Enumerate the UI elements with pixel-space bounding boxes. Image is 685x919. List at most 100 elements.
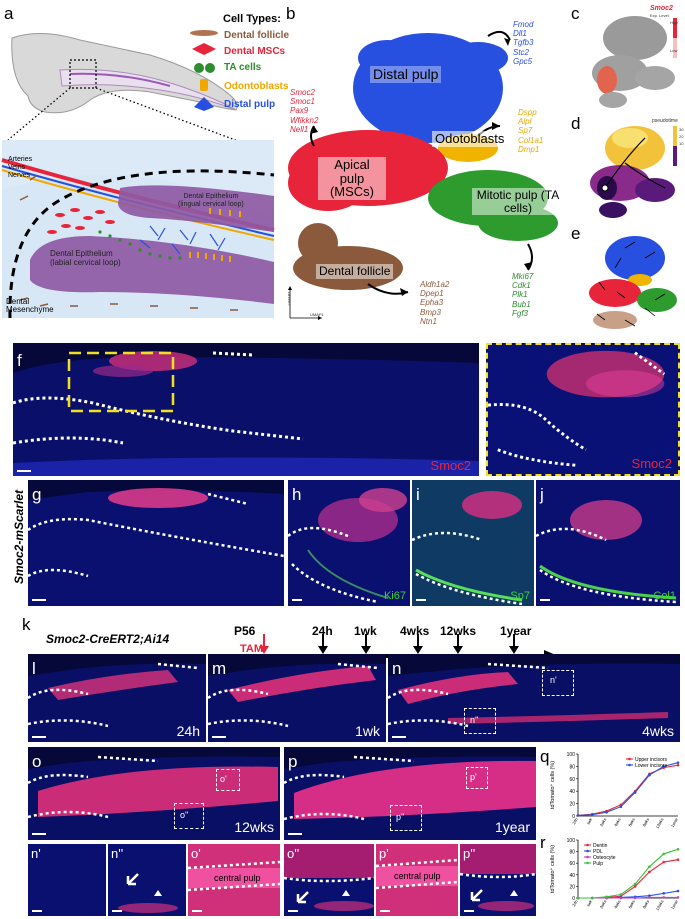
y-tick-label-0: 0 [572, 896, 575, 902]
x-tick-label-4: 6wks [627, 899, 636, 909]
time-label-o: 12wks [234, 819, 274, 835]
panel-letter-p1: p' [379, 846, 389, 861]
central-pulp-label-p: central pulp [394, 871, 441, 881]
cell-type-ta: TA cells [224, 62, 262, 73]
point-s1-7 [676, 889, 680, 893]
x-tick-label-1: 1wk [585, 817, 593, 826]
scalebar-m [212, 736, 226, 738]
panel-letter-h: h [292, 485, 302, 504]
y-tick-label-40: 40 [569, 789, 575, 795]
inset-box-o1 [216, 769, 240, 791]
timeline-tam: TAM [240, 643, 264, 655]
cell-type-follicle: Dental follicle [224, 30, 290, 41]
x-tick-label-1: 1wk [585, 899, 593, 908]
distal-pulp-icon [194, 97, 214, 111]
legend-marker-1 [628, 763, 631, 767]
timeline-point-0: 24h [312, 624, 333, 638]
panel-f-zoom: Smoc2 [486, 343, 680, 476]
arrow-icon [470, 889, 483, 902]
legend-label-3: Pulp [593, 861, 603, 867]
arrow-icon [126, 873, 139, 886]
point-s1-1 [590, 813, 594, 817]
cell-type-distal: Distal pulp [224, 99, 276, 110]
point-s3-3 [619, 893, 623, 896]
legend-arteries: Arteries [8, 156, 33, 163]
scalebar-n [392, 736, 406, 738]
timeline-point-3: 12wks [440, 624, 477, 638]
time-label-m: 1wk [355, 723, 380, 739]
cell-type-icons [190, 30, 218, 111]
scalebar-o [32, 833, 46, 835]
scalebar-g [32, 599, 46, 601]
timeline-point-1: 1wk [354, 624, 377, 638]
legend-label-1: Lower incisors [635, 763, 667, 769]
y-tick-label-20: 20 [569, 884, 575, 890]
stain-label-f-zoom: Smoc2 [631, 456, 672, 471]
arrow-distal [487, 30, 511, 41]
point-s3-1 [590, 896, 594, 900]
panel-letter-p: p [288, 752, 298, 771]
y-tick-label-80: 80 [569, 850, 575, 856]
point-s1-7 [676, 761, 680, 764]
point-s2-7 [676, 896, 680, 899]
point-s3-4 [633, 882, 637, 886]
cluster-label-follicle: Dental follicle [316, 264, 394, 279]
arrowhead-icon [154, 890, 162, 896]
panel-letter-g: g [32, 485, 42, 504]
panel-j-micrograph: j Col1 [536, 480, 680, 606]
panel-c-high: High [670, 20, 679, 25]
point-s1-6 [662, 765, 666, 768]
panel-f-micrograph: Smoc2 [13, 343, 479, 476]
x-tick-label-3: 4wks [613, 899, 622, 909]
inset-box-o2 [174, 803, 204, 829]
panel-p1-zoom: p' central pulp [376, 844, 458, 916]
panel-n-micrograph: n n' n'' 4wks [388, 654, 680, 742]
scalebar-i [416, 599, 426, 601]
panel-e-velocity-plot [589, 236, 677, 329]
legend-veins: Veins [8, 164, 26, 172]
tam-arrow [259, 646, 269, 654]
genes-distal: Fmod Dll1 Tgfb3 Stc2 Gpc5 [513, 20, 534, 66]
x-tick-label-0: 24h [571, 899, 579, 907]
point-s3-2 [605, 895, 608, 899]
timeline-point-2: 4wks [400, 624, 430, 638]
panel-letter-p2: p'' [463, 846, 476, 861]
point-s1-2 [605, 810, 608, 814]
time-label-l: 24h [176, 723, 200, 739]
panel-c-title: Smoc2 [650, 5, 673, 12]
scalebar-o2 [288, 910, 298, 912]
cluster-label-apical: Apical pulp (MSCs) [318, 157, 386, 200]
central-pulp-label-o: central pulp [214, 873, 261, 883]
panel-o-micrograph: o o' o'' 12wks [28, 747, 280, 840]
msc-icon [192, 43, 216, 55]
point-s0-4 [633, 885, 637, 888]
point-s1-3 [619, 805, 623, 808]
genes-follicle: Aldh1a2 Dpep1 Epha3 Bmp3 Ntn1 [420, 280, 450, 326]
inset-label-p2: p'' [396, 812, 405, 822]
panel-letter-b: b [286, 4, 296, 23]
point-s1-6 [662, 892, 666, 895]
panel-a-schematic [0, 0, 285, 320]
series-line-1 [577, 762, 679, 816]
umap-y-axis-label: UMAP2 [286, 291, 292, 306]
vessel-legend: Arteries Veins Nerves [8, 156, 32, 180]
y-tick-label-60: 60 [569, 861, 575, 867]
panel-letter-k: k [22, 615, 31, 634]
panel-letter-o1: o' [191, 846, 201, 861]
genes-odonto: Dspp Alpl Sp7 Col1a1 Dmp1 [518, 108, 544, 154]
timeline-point-4: 1year [500, 624, 532, 638]
scalebar-j [540, 599, 550, 601]
panel-letter-a: a [4, 4, 14, 23]
legend-nerves: Nerves [8, 172, 31, 180]
arrow-mitotic [527, 243, 533, 271]
x-tick-label-3: 4wks [613, 817, 622, 827]
follicle-icon [190, 30, 218, 36]
x-tick-label-2: 2wks [599, 817, 608, 827]
panel-p2-zoom: p'' [460, 844, 536, 916]
x-tick-label-0: 24h [571, 817, 579, 825]
y-axis-label: tdTomato⁺ cells (%) [549, 845, 556, 893]
legend-marker-0 [628, 757, 631, 761]
panel-d-ticks: 30 20 10 [679, 127, 684, 147]
scalebar-o1 [192, 910, 202, 912]
inset-label-n1: n' [550, 675, 557, 685]
